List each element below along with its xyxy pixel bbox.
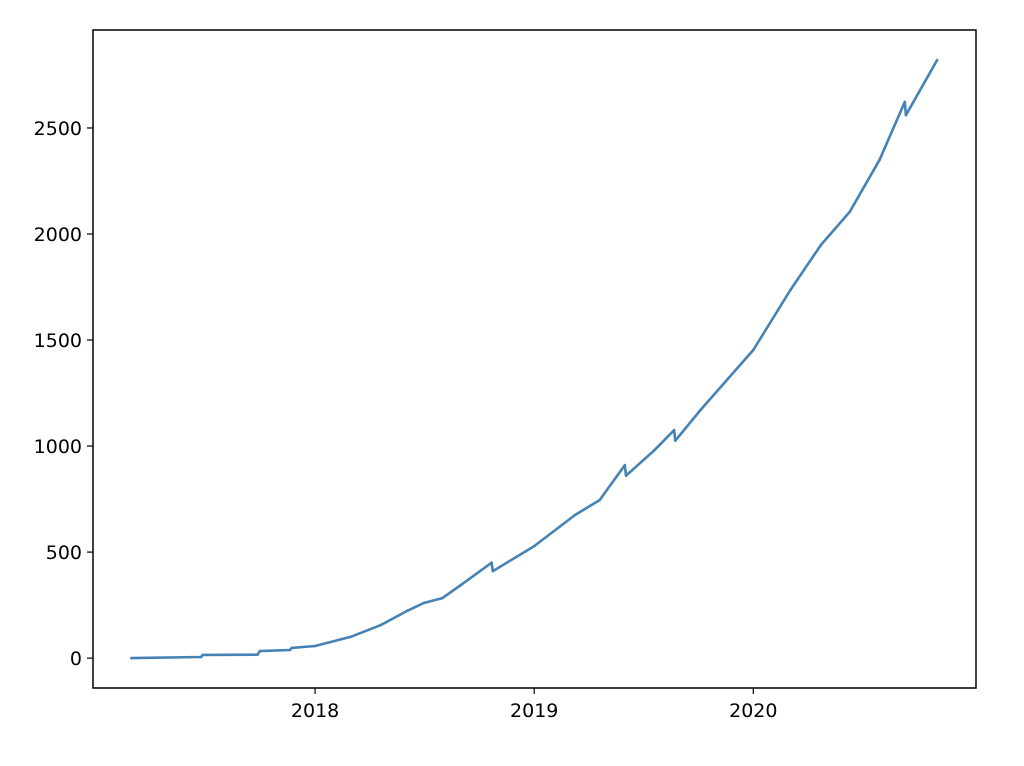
data-point bbox=[130, 656, 133, 660]
data-point bbox=[904, 113, 908, 117]
data-point bbox=[573, 513, 577, 517]
data-point bbox=[313, 644, 317, 648]
data-point bbox=[789, 288, 792, 292]
data-point bbox=[441, 596, 444, 600]
data-point bbox=[379, 623, 382, 627]
data-point bbox=[848, 210, 851, 214]
data-point bbox=[491, 569, 495, 573]
data-point bbox=[349, 635, 352, 639]
data-point bbox=[258, 649, 262, 653]
y-tick-label: 2000 bbox=[34, 224, 82, 246]
data-point bbox=[459, 583, 463, 587]
data-point bbox=[598, 498, 601, 502]
data-point bbox=[623, 463, 627, 467]
x-tick-label: 2020 bbox=[729, 700, 777, 722]
data-point bbox=[490, 561, 493, 564]
data-point bbox=[652, 448, 656, 452]
data-point bbox=[672, 428, 676, 432]
data-point bbox=[699, 408, 702, 412]
series-line bbox=[131, 59, 939, 660]
y-tick-label: 500 bbox=[46, 542, 82, 564]
y-axis: 0 500 1000 1500 2000 2500 bbox=[34, 118, 93, 670]
data-point bbox=[878, 158, 881, 162]
y-tick-label: 1500 bbox=[34, 330, 82, 352]
x-axis: 2018 2019 2020 bbox=[291, 688, 777, 722]
data-point bbox=[751, 348, 755, 352]
x-tick-label: 2019 bbox=[510, 700, 558, 722]
data-point bbox=[935, 58, 939, 62]
data-point bbox=[290, 646, 293, 650]
data-point bbox=[422, 601, 426, 605]
data-point bbox=[819, 243, 823, 247]
y-tick-label: 1000 bbox=[34, 436, 82, 458]
data-point bbox=[903, 100, 907, 104]
y-tick-label: 0 bbox=[70, 648, 82, 670]
data-point bbox=[201, 653, 205, 657]
series-line-group bbox=[130, 58, 939, 660]
data-point bbox=[624, 474, 628, 478]
data-point bbox=[199, 655, 203, 659]
y-tick-label: 2500 bbox=[34, 118, 82, 140]
data-point bbox=[406, 609, 410, 612]
plot-frame bbox=[92, 29, 977, 689]
data-point bbox=[673, 439, 677, 443]
data-point bbox=[532, 544, 536, 548]
x-tick-label: 2018 bbox=[291, 700, 339, 722]
data-point bbox=[288, 648, 292, 652]
data-point bbox=[256, 653, 259, 657]
